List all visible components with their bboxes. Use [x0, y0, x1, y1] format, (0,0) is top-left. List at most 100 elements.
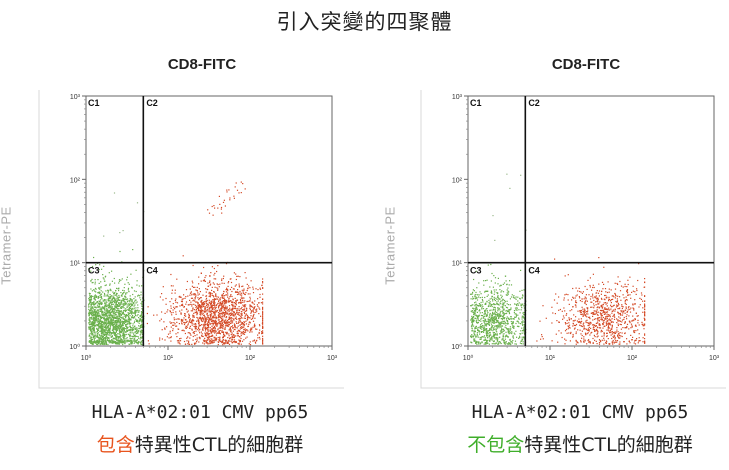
- data-point: [519, 297, 521, 299]
- data-point: [241, 322, 243, 324]
- data-point: [111, 321, 114, 323]
- data-point: [259, 296, 261, 298]
- data-point: [221, 324, 224, 327]
- data-point: [642, 325, 644, 327]
- data-point: [214, 322, 216, 324]
- data-point: [485, 302, 487, 304]
- data-point: [240, 331, 242, 333]
- data-point: [127, 305, 129, 307]
- data-point: [136, 284, 138, 286]
- data-point: [127, 339, 129, 341]
- data-point: [262, 311, 264, 314]
- data-point: [502, 307, 504, 309]
- data-point: [148, 343, 150, 345]
- data-point: [501, 321, 503, 323]
- data-point: [494, 303, 496, 306]
- data-point: [204, 308, 206, 311]
- data-point: [228, 300, 230, 302]
- data-point: [123, 290, 125, 292]
- data-point: [128, 317, 131, 319]
- data-point: [177, 318, 179, 320]
- data-point: [222, 201, 225, 203]
- data-point: [478, 303, 480, 305]
- data-point: [250, 305, 252, 307]
- data-point: [114, 323, 116, 325]
- data-point: [246, 300, 248, 303]
- data-point: [102, 334, 104, 336]
- data-point: [113, 317, 115, 319]
- data-point: [218, 331, 220, 333]
- data-point: [244, 304, 246, 306]
- data-point: [181, 320, 184, 322]
- data-point: [212, 315, 214, 317]
- data-point: [105, 337, 107, 339]
- data-point: [484, 296, 486, 299]
- data-point: [232, 339, 234, 341]
- data-point: [121, 294, 123, 296]
- data-point: [217, 332, 219, 334]
- data-point: [493, 303, 495, 305]
- data-point: [189, 333, 191, 335]
- y-axis-label: Tetramer-PE: [382, 206, 398, 285]
- data-point: [492, 319, 494, 321]
- data-point: [500, 318, 502, 320]
- data-point: [194, 297, 196, 299]
- data-point: [134, 304, 136, 306]
- data-point: [102, 316, 104, 318]
- data-point: [95, 342, 97, 344]
- data-point: [141, 308, 143, 310]
- data-point: [489, 328, 491, 330]
- data-point: [110, 341, 112, 343]
- data-point: [219, 283, 221, 285]
- data-point: [94, 279, 96, 281]
- data-point: [513, 332, 515, 334]
- data-point: [99, 323, 101, 325]
- data-point: [107, 331, 109, 333]
- data-point: [91, 310, 93, 312]
- data-point: [214, 330, 216, 332]
- data-point: [501, 315, 504, 318]
- data-point: [202, 280, 204, 282]
- data-point: [215, 323, 217, 325]
- data-point: [589, 316, 591, 318]
- data-point: [112, 325, 114, 327]
- data-point: [238, 192, 240, 194]
- data-point: [487, 339, 489, 342]
- data-point: [195, 301, 197, 303]
- data-point: [570, 332, 572, 335]
- data-point: [230, 281, 233, 284]
- data-point: [118, 333, 121, 335]
- data-point: [603, 339, 605, 341]
- data-point: [110, 311, 113, 313]
- data-point: [116, 307, 118, 310]
- data-point: [106, 312, 108, 314]
- data-point: [494, 325, 496, 327]
- data-point: [207, 288, 209, 291]
- data-point: [194, 286, 196, 288]
- data-point: [109, 296, 111, 298]
- data-point: [216, 338, 218, 340]
- data-point: [209, 311, 211, 313]
- data-point: [240, 311, 242, 313]
- data-point: [105, 336, 107, 338]
- data-point: [556, 320, 558, 322]
- data-point: [91, 290, 93, 292]
- data-point: [129, 312, 131, 314]
- data-point: [104, 330, 106, 332]
- data-point: [175, 325, 177, 327]
- data-point: [484, 290, 486, 292]
- data-point: [94, 299, 96, 301]
- data-point: [112, 311, 114, 313]
- data-point: [132, 315, 134, 317]
- data-point: [139, 318, 141, 320]
- data-point: [106, 311, 108, 313]
- data-point: [198, 309, 200, 311]
- data-point: [107, 320, 109, 322]
- data-point: [243, 289, 245, 291]
- data-point: [110, 336, 112, 338]
- data-point: [96, 318, 98, 320]
- data-point: [105, 303, 107, 305]
- data-point: [171, 292, 173, 294]
- data-point: [242, 304, 244, 306]
- data-point: [238, 302, 240, 304]
